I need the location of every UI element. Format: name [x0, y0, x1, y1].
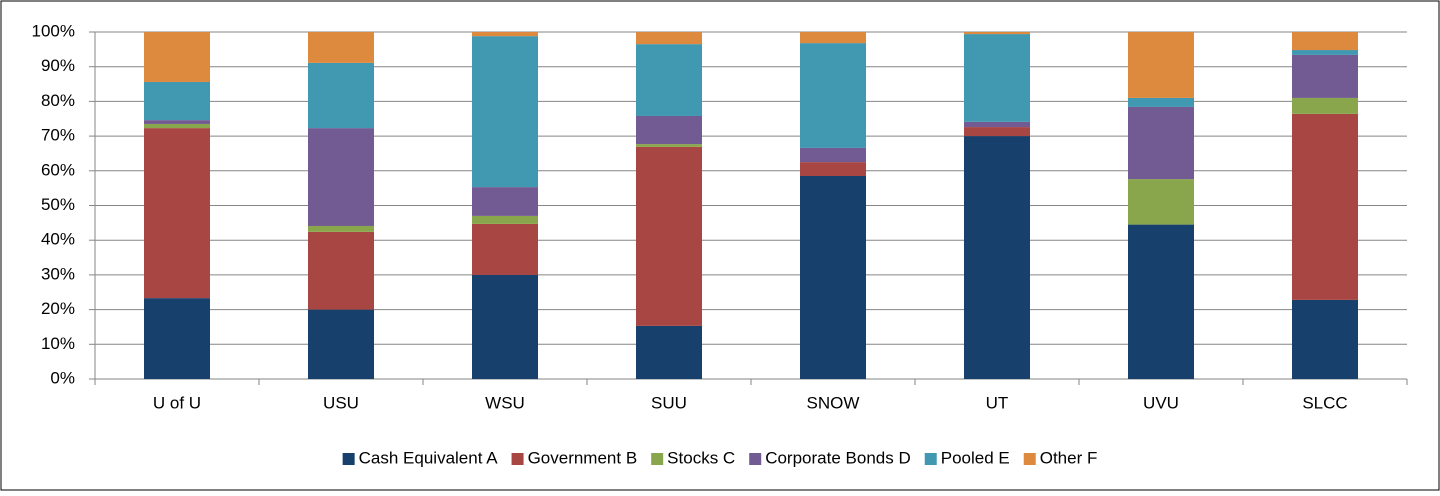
- bar-segment: [1128, 224, 1194, 379]
- bar-segment: [1128, 179, 1194, 225]
- bar-segment: [308, 309, 374, 379]
- legend-swatch: [511, 453, 524, 465]
- bar-segment: [1292, 97, 1358, 114]
- bar-segment: [636, 325, 702, 379]
- y-tick-label: 40%: [41, 230, 75, 249]
- legend-swatch: [924, 453, 937, 465]
- bar-segment: [964, 121, 1030, 128]
- bar-segment: [800, 32, 866, 44]
- bar-segment: [308, 128, 374, 226]
- bar-segment: [472, 32, 538, 37]
- bar-segment: [800, 176, 866, 379]
- legend-label: Cash Equivalent A: [359, 448, 499, 467]
- x-tick-label: UT: [986, 393, 1009, 412]
- bar-segment: [144, 298, 210, 379]
- bar-segment: [472, 215, 538, 224]
- x-tick-label: WSU: [485, 393, 525, 412]
- legend-swatch: [651, 453, 664, 465]
- bar-segment: [1128, 32, 1194, 98]
- bar-segment: [1292, 32, 1358, 51]
- bar-segment: [636, 146, 702, 326]
- legend-label: Government B: [528, 448, 638, 467]
- bar-segment: [472, 36, 538, 188]
- bar-segment: [1292, 299, 1358, 379]
- bar-segment: [964, 34, 1030, 122]
- bar-segment: [1128, 106, 1194, 180]
- bar-segment: [800, 43, 866, 148]
- bar-segment: [800, 147, 866, 163]
- bar-segment: [308, 32, 374, 63]
- bar-segment: [308, 225, 374, 232]
- bar-segment: [144, 81, 210, 121]
- y-tick-label: 20%: [41, 299, 75, 318]
- y-tick-label: 80%: [41, 91, 75, 110]
- x-tick-label: SUU: [651, 393, 687, 412]
- y-tick-label: 70%: [41, 126, 75, 145]
- bar-segment: [800, 162, 866, 177]
- legend-swatch: [342, 453, 355, 465]
- bar-segment: [1292, 113, 1358, 300]
- x-tick-label: SNOW: [807, 393, 860, 412]
- bar-segment: [144, 123, 210, 129]
- legend-label: Other F: [1040, 448, 1098, 467]
- legend-label: Corporate Bonds D: [765, 448, 911, 467]
- bar-segment: [1128, 97, 1194, 107]
- bar-segment: [144, 32, 210, 82]
- y-tick-label: 50%: [41, 195, 75, 214]
- bar-segment: [964, 136, 1030, 379]
- bar-segment: [636, 32, 702, 45]
- bar-segment: [964, 32, 1030, 35]
- x-tick-label: USU: [323, 393, 359, 412]
- bar-segment: [144, 120, 210, 124]
- bar-segment: [636, 144, 702, 147]
- bar-segment: [964, 127, 1030, 137]
- legend-swatch: [1023, 453, 1036, 465]
- legend-swatch: [749, 453, 762, 465]
- bar-segment: [636, 115, 702, 145]
- bar-segment: [472, 187, 538, 216]
- y-tick-label: 90%: [41, 56, 75, 75]
- bar-segment: [308, 62, 374, 129]
- bar-segment: [1292, 54, 1358, 98]
- x-tick-label: UVU: [1143, 393, 1179, 412]
- x-tick-label: U of U: [153, 393, 201, 412]
- bar-segment: [1292, 50, 1358, 55]
- y-tick-label: 60%: [41, 160, 75, 179]
- y-tick-label: 0%: [50, 368, 75, 387]
- bar-segment: [144, 128, 210, 299]
- bar-segment: [636, 44, 702, 116]
- x-tick-label: SLCC: [1302, 393, 1347, 412]
- bar-segment: [308, 231, 374, 310]
- y-tick-label: 100%: [32, 21, 75, 40]
- y-tick-label: 10%: [41, 334, 75, 353]
- bar-segment: [472, 274, 538, 379]
- y-tick-label: 30%: [41, 264, 75, 283]
- bar-segment: [472, 223, 538, 275]
- legend-label: Stocks C: [667, 448, 735, 467]
- legend-label: Pooled E: [941, 448, 1010, 467]
